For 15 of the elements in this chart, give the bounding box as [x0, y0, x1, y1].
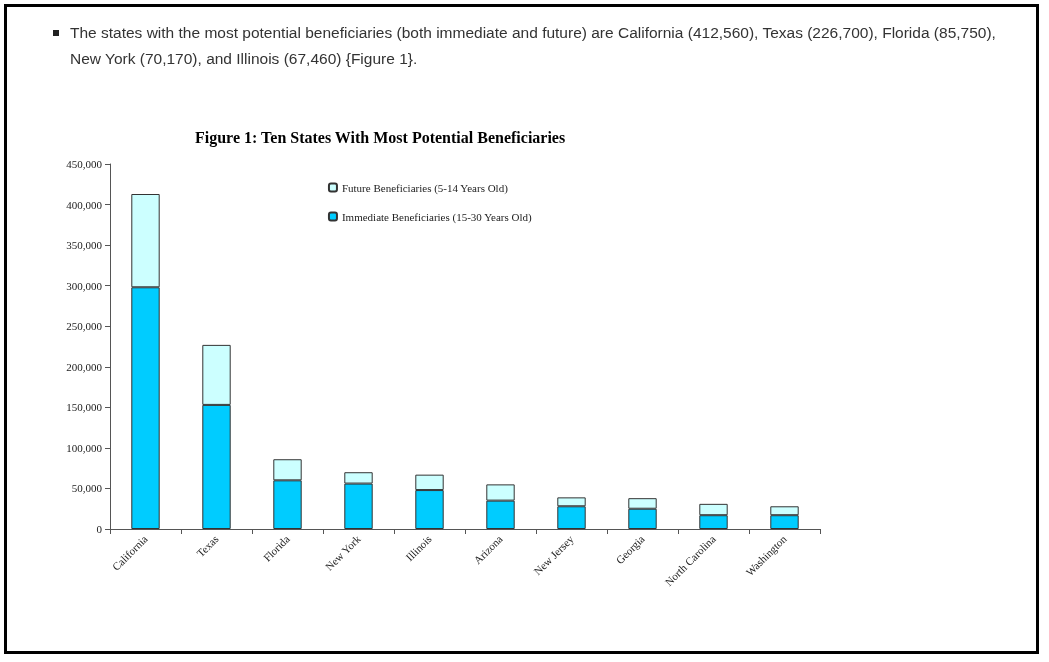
y-tick-label: 100,000 — [66, 441, 103, 454]
y-tick-label: 250,000 — [66, 320, 103, 333]
text: The states with the most potential beneficiaries (both immediate and future) are California (412,560), Texas (226,700), Florida (85,750), New York (70,170), and Illinois (67,460) {Figure 1}. — [70, 24, 996, 67]
legend-label: Immediate Beneficiaries (15-30 Years Old) — [341, 210, 532, 224]
y-tick-label: 400,000 — [66, 198, 103, 211]
y-tick-label: 350,000 — [66, 239, 103, 252]
y-tick-label: 450,000 — [66, 158, 103, 170]
chart-title: Figure 1: Ten States With Most Potential Beneficiaries — [195, 128, 566, 147]
x-tick-label: New York — [322, 532, 364, 573]
y-tick-label: 50,000 — [71, 482, 103, 495]
y-tick-label: 300,000 — [66, 279, 103, 292]
y-tick-label: 150,000 — [66, 401, 103, 414]
y-tick-label: 0 — [96, 523, 103, 535]
y-tick-label: 200,000 — [66, 360, 103, 373]
legend-label: Future Beneficiaries (5-14 Years Old) — [341, 181, 509, 195]
